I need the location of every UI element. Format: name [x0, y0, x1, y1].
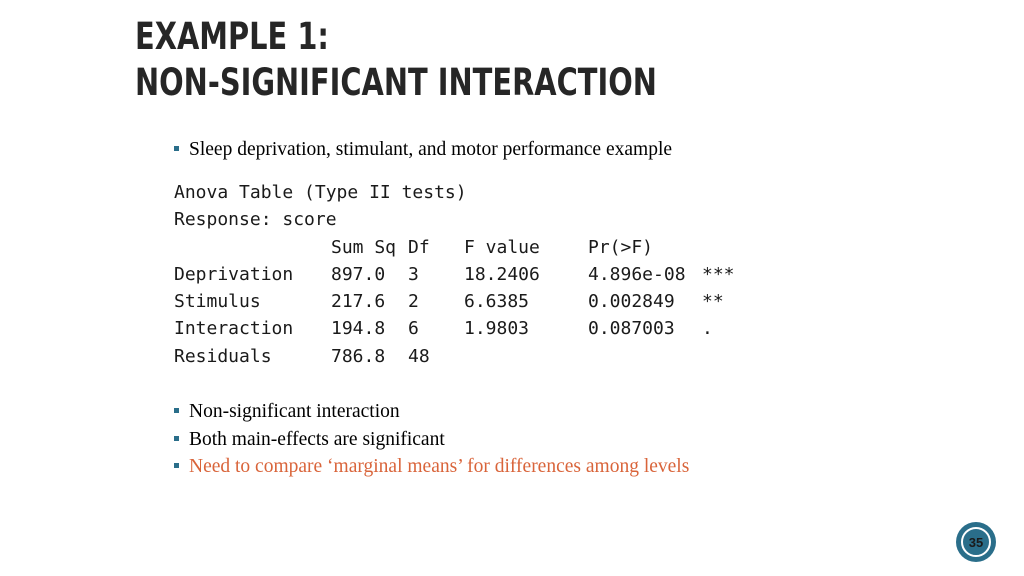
page-number-badge: 35	[956, 522, 996, 562]
square-bullet-icon	[174, 463, 179, 469]
anova-response-text: Response: score	[174, 209, 337, 231]
table-row: Residuals 786.8 48	[174, 343, 430, 370]
square-bullet-icon	[174, 146, 179, 152]
slide-title-line-1: EXAMPLE 1:	[135, 15, 329, 58]
row-f-value: 1.9803	[464, 318, 530, 340]
row-sum-sq: 897.0	[331, 263, 386, 285]
square-bullet-icon	[174, 435, 179, 441]
row-f-value: 18.2406	[464, 263, 540, 285]
row-signif: **	[702, 291, 724, 313]
row-sum-sq: 786.8	[331, 345, 386, 367]
row-f-value: 6.6385	[464, 291, 530, 313]
anova-header-row: Sum Sq Df F value Pr(>F)	[174, 234, 653, 261]
bullet-text: Both main-effects are significant	[189, 428, 445, 450]
list-item: Both main-effects are significant	[174, 426, 689, 454]
row-df: 3	[408, 263, 419, 285]
anova-heading: Anova Table (Type II tests)	[174, 179, 467, 206]
list-item: Need to compare ‘marginal means’ for dif…	[174, 453, 689, 481]
bullet-text-highlighted: Need to compare ‘marginal means’ for dif…	[189, 456, 690, 477]
column-header-p-value: Pr(>F)	[588, 236, 654, 258]
row-p-value: 0.002849	[588, 291, 675, 313]
row-sum-sq: 194.8	[331, 318, 386, 340]
table-row: Deprivation 897.0 3 18.2406 4.896e-08 **…	[174, 261, 735, 288]
anova-table: Anova Table (Type II tests) Response: sc…	[174, 179, 735, 370]
list-item: Sleep deprivation, stimulant, and motor …	[174, 136, 672, 164]
column-header-df: Df	[408, 236, 430, 258]
row-df: 48	[408, 345, 430, 367]
column-header-f-value: F value	[464, 236, 540, 258]
row-df: 2	[408, 291, 419, 313]
row-p-value: 4.896e-08	[588, 263, 686, 285]
row-df: 6	[408, 318, 419, 340]
row-term: Stimulus	[174, 291, 261, 313]
slide-title: EXAMPLE 1: NON-SIGNIFICANT INTERACTION	[135, 14, 657, 106]
row-signif: ***	[702, 263, 735, 285]
anova-response: Response: score	[174, 206, 337, 233]
page-number: 35	[961, 527, 991, 557]
row-term: Deprivation	[174, 263, 294, 285]
bullet-text: Non-significant interaction	[189, 401, 400, 422]
column-header-sum-sq: Sum Sq	[331, 236, 397, 258]
table-row: Stimulus 217.6 2 6.6385 0.002849 **	[174, 288, 724, 315]
row-p-value: 0.087003	[588, 318, 675, 340]
bullet-text: Sleep deprivation, stimulant, and motor …	[189, 139, 673, 160]
table-row: Interaction 194.8 6 1.9803 0.087003 .	[174, 315, 713, 342]
intro-bullet-list: Sleep deprivation, stimulant, and motor …	[174, 136, 672, 164]
square-bullet-icon	[174, 408, 179, 414]
row-term: Residuals	[174, 345, 272, 367]
anova-heading-text: Anova Table (Type II tests)	[174, 182, 467, 203]
slide-title-line-2: NON-SIGNIFICANT INTERACTION	[135, 61, 657, 104]
list-item: Non-significant interaction	[174, 398, 689, 426]
row-signif: .	[702, 318, 713, 340]
row-sum-sq: 217.6	[331, 291, 386, 313]
row-term: Interaction	[174, 318, 294, 340]
summary-bullet-list: Non-significant interaction Both main-ef…	[174, 398, 689, 481]
